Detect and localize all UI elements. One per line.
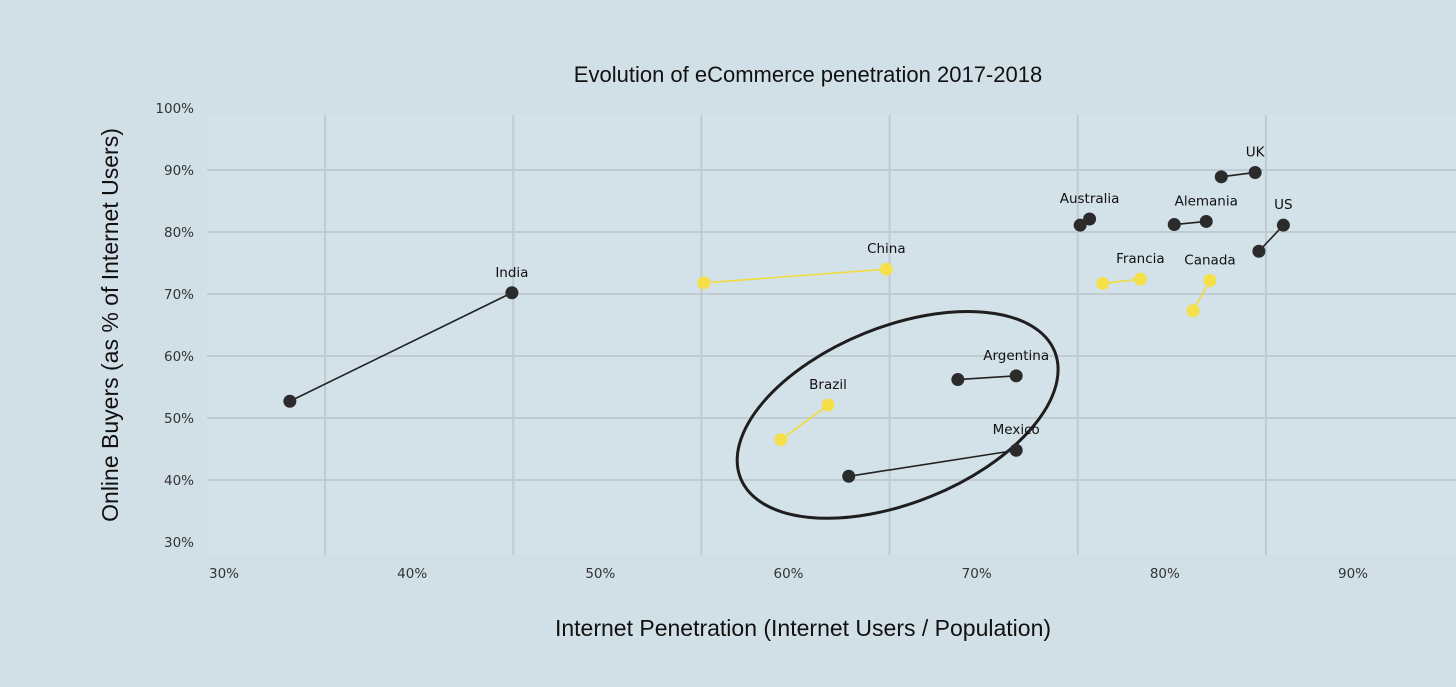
point-label-argentina: Argentina	[983, 348, 1049, 364]
y-tick-label: 70%	[164, 287, 194, 303]
series-line	[957, 375, 1017, 381]
y-tick-label: 50%	[164, 411, 194, 427]
series-line	[780, 404, 829, 441]
point-2018	[821, 398, 835, 412]
point-2018	[1199, 214, 1213, 228]
point-2017	[1167, 218, 1181, 232]
series-layer	[283, 165, 1290, 483]
point-label-canada: Canada	[1184, 252, 1235, 268]
y-tick-labels: 30% 40% 50% 60% 70% 80% 90% 100%	[155, 101, 194, 551]
plot-area	[207, 115, 1456, 555]
point-2017	[774, 433, 788, 447]
point-2018	[1248, 165, 1262, 179]
y-axis-title: Online Buyers (as % of Internet Users)	[97, 128, 123, 522]
y-tick-label: 30%	[164, 535, 194, 551]
x-axis-title: Internet Penetration (Internet Users / P…	[555, 615, 1051, 641]
point-label-brazil: Brazil	[809, 377, 847, 393]
point-label-mexico: Mexico	[993, 422, 1040, 438]
y-tick-label: 90%	[164, 163, 194, 179]
point-2017	[842, 469, 856, 483]
point-label-china: China	[867, 241, 906, 257]
series-argentina	[951, 369, 1023, 387]
point-2018	[879, 262, 893, 276]
x-tick-label: 80%	[1150, 566, 1180, 582]
point-2017	[1073, 218, 1087, 232]
point-2018	[1009, 369, 1023, 383]
annotations	[735, 310, 1060, 520]
point-labels: India China Brazil Argentina Mexico Australia…	[495, 144, 1292, 438]
series-china	[697, 262, 893, 290]
series-canada	[1186, 273, 1217, 318]
series-brazil	[774, 398, 835, 447]
point-2018	[505, 286, 519, 300]
series-mexico	[842, 443, 1023, 483]
point-label-india: India	[495, 265, 528, 281]
series-line	[289, 292, 513, 402]
x-tick-label: 70%	[962, 566, 992, 582]
point-2017	[1252, 244, 1266, 258]
x-tick-label: 50%	[585, 566, 615, 582]
series-australia	[1073, 212, 1097, 232]
x-tick-label: 60%	[773, 566, 803, 582]
point-2017	[697, 276, 711, 290]
series-line	[703, 268, 887, 284]
y-tick-label: 60%	[164, 349, 194, 365]
series-us	[1252, 218, 1290, 258]
series-francia	[1096, 272, 1147, 290]
point-label-francia: Francia	[1116, 251, 1165, 267]
point-2017	[1186, 304, 1200, 318]
point-label-us: US	[1274, 197, 1292, 213]
point-2018	[1009, 443, 1023, 457]
point-2018	[1203, 273, 1217, 287]
point-label-uk: UK	[1246, 144, 1266, 160]
x-tick-label: 90%	[1338, 566, 1368, 582]
grid	[207, 115, 1456, 555]
series-india	[283, 286, 519, 408]
series-uk	[1214, 165, 1262, 184]
point-label-australia: Australia	[1060, 191, 1120, 207]
x-tick-label: 30%	[209, 566, 239, 582]
series-alemania	[1167, 214, 1213, 232]
point-2018	[1083, 212, 1097, 226]
point-label-alemania: Alemania	[1175, 193, 1238, 209]
chart-title: Evolution of eCommerce penetration 2017-…	[574, 62, 1042, 87]
point-2017	[1214, 170, 1228, 184]
point-2017	[283, 394, 297, 408]
point-2017	[1096, 276, 1110, 290]
highlight-ellipse	[735, 310, 1060, 520]
x-tick-label: 40%	[397, 566, 427, 582]
x-tick-labels: 30% 40% 50% 60% 70% 80% 90%	[209, 566, 1368, 582]
point-2018	[1276, 218, 1290, 232]
y-tick-label: 80%	[164, 225, 194, 241]
point-2017	[951, 373, 965, 387]
series-line	[848, 449, 1017, 478]
y-tick-label: 100%	[155, 101, 194, 117]
y-tick-label: 40%	[164, 473, 194, 489]
point-2018	[1133, 272, 1147, 286]
